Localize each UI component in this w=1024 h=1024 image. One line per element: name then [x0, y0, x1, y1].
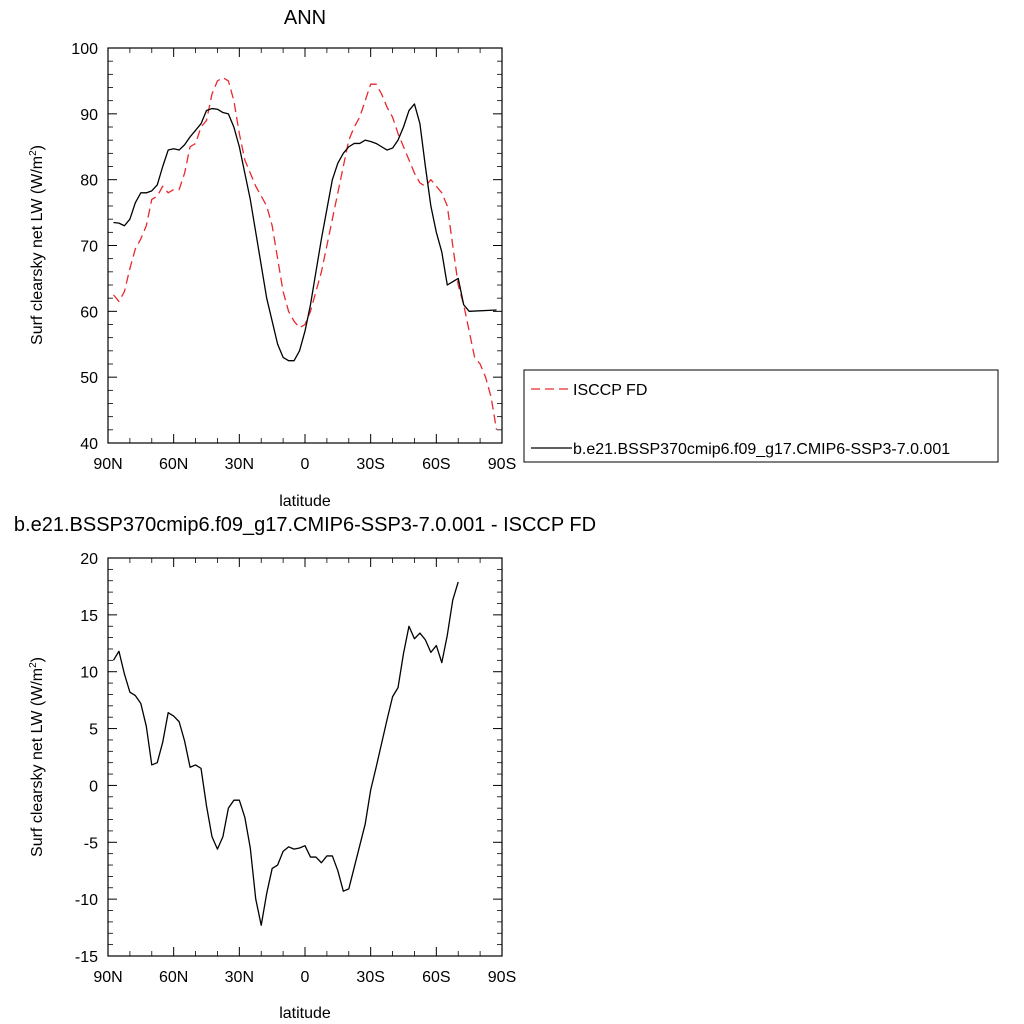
bot-xtick-label-3: 0: [301, 969, 310, 986]
bot-ytick-label-1: -10: [75, 892, 98, 909]
bot-ytick-label-5: 10: [80, 665, 98, 682]
top-ytick-label-3: 70: [80, 239, 98, 256]
top-plot-frame: [107, 47, 503, 444]
bottom-tick-marks: [107, 557, 503, 957]
bottom-y-axis-label-sup: 2: [28, 662, 39, 668]
bottom-x-tick-labels: 90N 60N 30N 0 30S 60S 90S: [93, 969, 516, 986]
bottom-chart-title: b.e21.BSSP370cmip6.f09_g17.CMIP6-SSP3-7.…: [14, 514, 596, 536]
top-chart-title: ANN: [284, 7, 326, 29]
legend-frame: [523, 369, 999, 463]
top-y-axis-label-main: Surf clearsky net LW (W/m: [29, 156, 46, 345]
bottom-plot-frame: [107, 557, 503, 957]
top-y-tick-labels: 40 50 60 70 80 90 100: [71, 41, 98, 453]
bot-ytick-label-0: -15: [75, 949, 98, 966]
bottom-x-axis-label: latitude: [279, 1005, 331, 1022]
bot-xtick-label-6: 90S: [488, 969, 516, 986]
top-ytick-label-6: 100: [71, 41, 98, 58]
bot-ytick-label-3: 0: [89, 778, 98, 795]
top-tick-marks: [107, 47, 503, 444]
top-series-line-1: [113, 103, 497, 362]
bot-xtick-label-0: 90N: [93, 969, 122, 986]
bot-xtick-label-4: 30S: [356, 969, 384, 986]
top-xtick-label-1: 60N: [159, 456, 188, 473]
bottom-y-axis-label-main: Surf clearsky net LW (W/m: [29, 668, 46, 857]
top-y-axis-label-close: ): [29, 145, 46, 150]
bottom-y-tick-labels: -15 -10 -5 0 5 10 15 20: [75, 551, 98, 966]
bot-xtick-label-5: 60S: [422, 969, 450, 986]
top-xtick-label-0: 90N: [93, 456, 122, 473]
top-ytick-label-1: 50: [80, 370, 98, 387]
bot-series-line-0: [112, 581, 459, 926]
top-ytick-label-5: 90: [80, 107, 98, 124]
top-xtick-label-2: 30N: [225, 456, 254, 473]
legend-label-model: b.e21.BSSP370cmip6.f09_g17.CMIP6-SSP3-7.…: [573, 441, 950, 458]
top-ytick-label-2: 60: [80, 304, 98, 321]
bottom-series-group: [112, 581, 459, 926]
bot-xtick-label-2: 30N: [225, 969, 254, 986]
panel-difference: b.e21.BSSP370cmip6.f09_g17.CMIP6-SSP3-7.…: [14, 514, 596, 1022]
top-y-axis-label: Surf clearsky net LW (W/m2): [28, 145, 46, 345]
top-x-axis-label: latitude: [279, 493, 331, 510]
top-ytick-label-4: 80: [80, 173, 98, 190]
bot-xtick-label-1: 60N: [159, 969, 188, 986]
top-series-line-0: [112, 76, 498, 430]
legend-label-isccp: ISCCP FD: [573, 382, 647, 399]
bot-ytick-label-2: -5: [84, 835, 98, 852]
bot-ytick-label-7: 20: [80, 551, 98, 568]
bottom-y-axis-label-close: ): [29, 657, 46, 662]
bot-ytick-label-4: 5: [89, 722, 98, 739]
top-xtick-label-6: 90S: [488, 456, 516, 473]
top-xtick-label-5: 60S: [422, 456, 450, 473]
bottom-y-axis-label: Surf clearsky net LW (W/m2): [28, 657, 46, 857]
top-ytick-label-0: 40: [80, 436, 98, 453]
top-xtick-label-4: 30S: [356, 456, 384, 473]
top-x-tick-labels: 90N 60N 30N 0 30S 60S 90S: [93, 456, 516, 473]
top-xtick-label-3: 0: [301, 456, 310, 473]
top-series-group: [112, 76, 498, 430]
legend: ISCCP FD b.e21.BSSP370cmip6.f09_g17.CMIP…: [523, 369, 999, 463]
bot-ytick-label-6: 15: [80, 608, 98, 625]
top-y-axis-label-sup: 2: [28, 150, 39, 156]
